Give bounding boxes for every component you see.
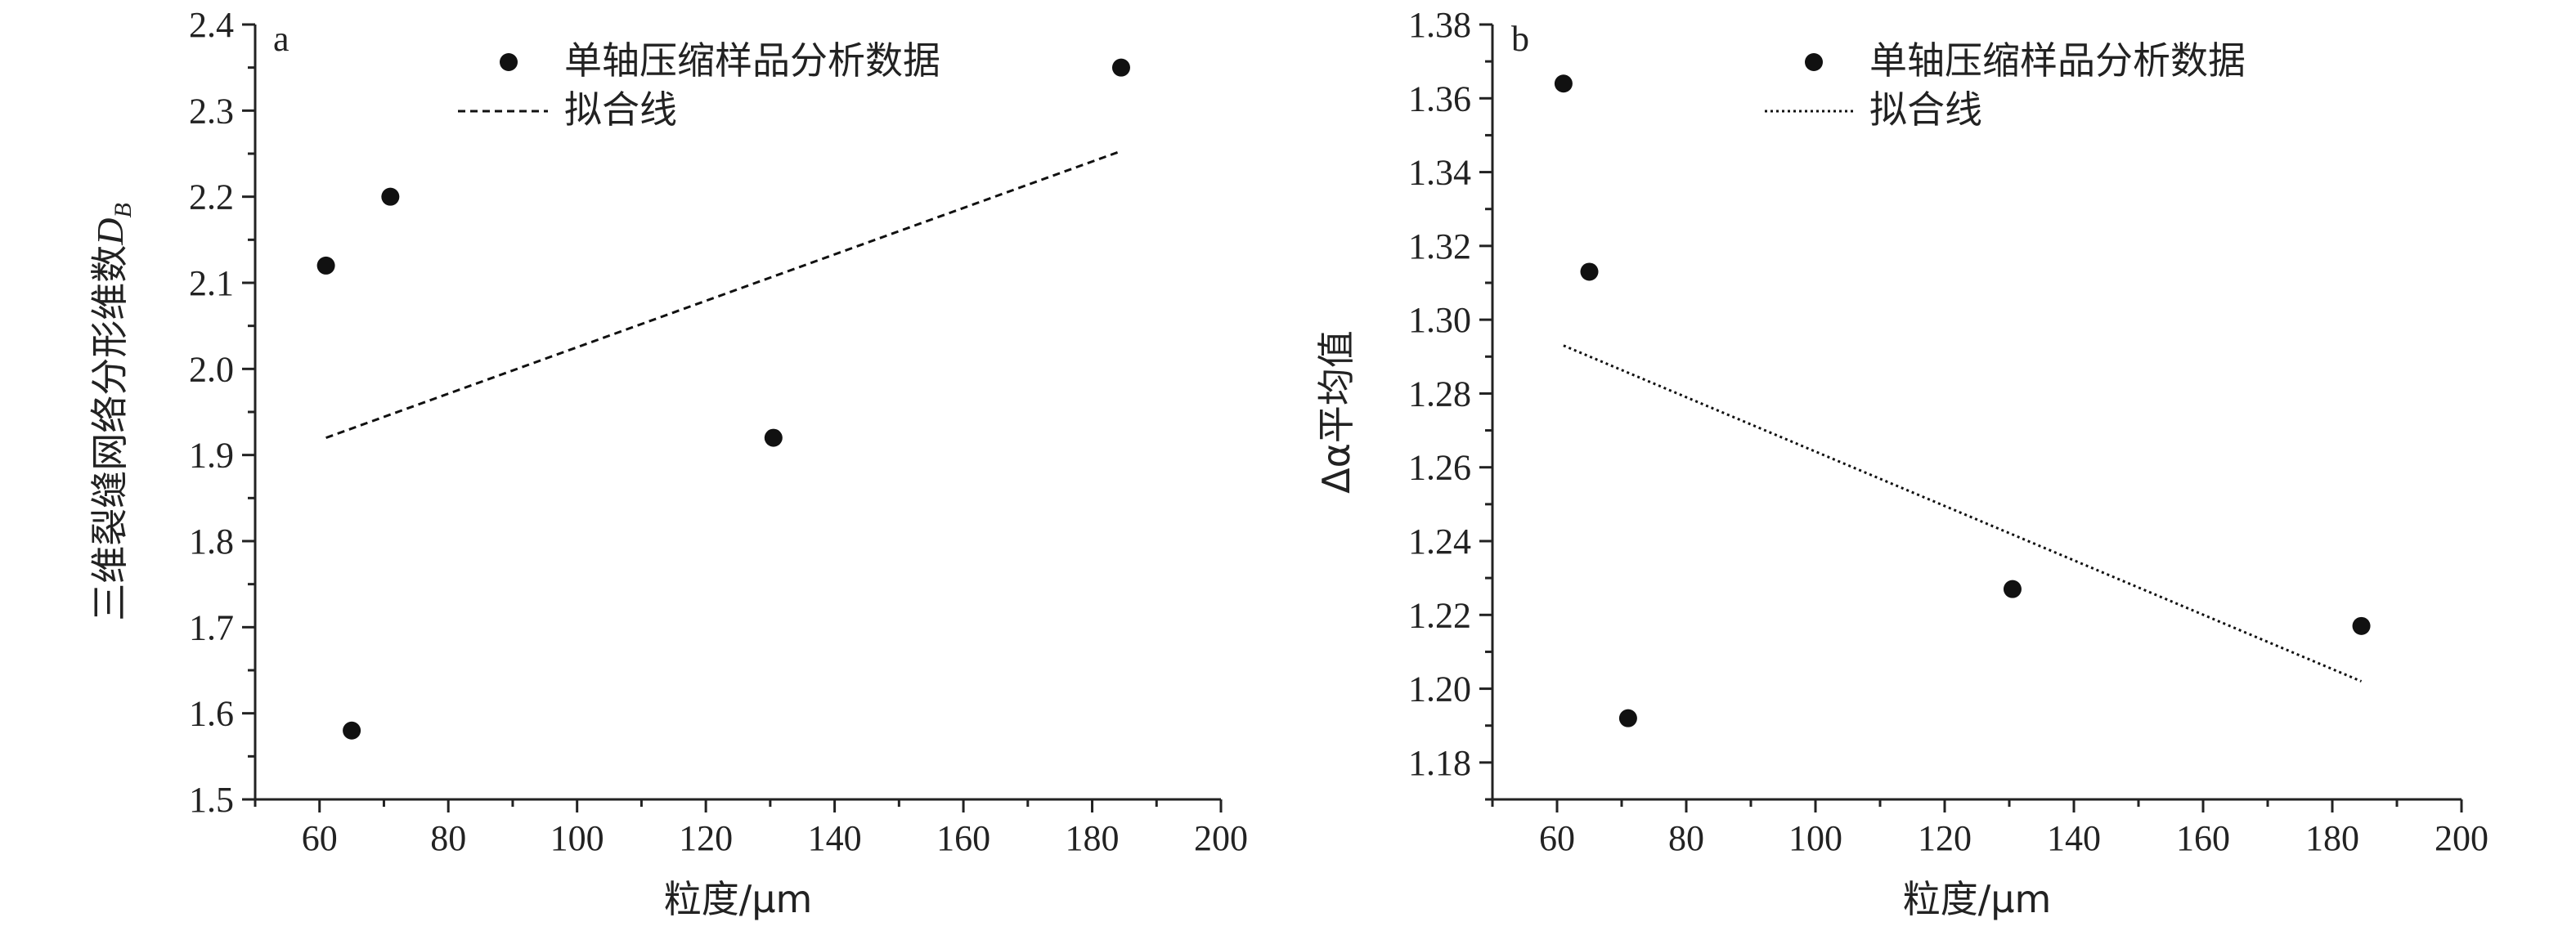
x-tick-label: 120 (1918, 818, 1972, 858)
chart-panel-a: 三维裂缝网络分形维数DB 粒度/μm a 单轴压缩样品分析数据 拟合线 60 80… (88, 5, 1248, 921)
x-tick-label: 120 (679, 818, 733, 858)
y-tick-label: 1.8 (189, 521, 234, 562)
x-axis-title: 粒度/μm (1903, 877, 2052, 921)
legend: 单轴压缩样品分析数据 拟合线 (458, 38, 940, 132)
data-point (316, 256, 335, 275)
y-tick-label: 2.4 (189, 5, 234, 45)
y-tick-label: 1.30 (1408, 300, 1471, 340)
data-point (1554, 74, 1573, 93)
y-tick-label: 1.7 (189, 607, 234, 647)
y-tick-label: 1.22 (1408, 595, 1471, 635)
legend-label-fit-line: 拟合线 (1869, 87, 1982, 132)
x-tick-label: 160 (2176, 818, 2230, 858)
y-axis-title-group: Δα平均值 (1314, 330, 1358, 494)
y-axis-title: 三维裂缝网络分形维数DB (88, 203, 137, 621)
data-point (1111, 58, 1130, 77)
x-axis-title: 粒度/μm (664, 877, 813, 921)
data-point (381, 187, 400, 206)
legend-label-points: 单轴压缩样品分析数据 (564, 38, 940, 83)
data-point (2003, 580, 2022, 598)
fit-line (1563, 344, 2363, 683)
y-tick-label: 1.6 (189, 694, 234, 734)
data-point (2352, 616, 2371, 635)
x-tick-label: 100 (1788, 818, 1842, 858)
y-tick-label: 1.18 (1408, 743, 1471, 783)
y-axis-title-group: 三维裂缝网络分形维数DB (88, 203, 137, 621)
chart-panel-b: Δα平均值 粒度/μm b 单轴压缩样品分析数据 拟合线 60 80 100 120 1… (1314, 5, 2488, 921)
y-tick-label: 1.5 (189, 780, 234, 820)
y-tick-label: 1.20 (1408, 669, 1471, 709)
x-tick-label: 160 (936, 818, 990, 858)
legend: 单轴压缩样品分析数据 拟合线 (1765, 38, 2246, 132)
y-tick-label: 2.0 (189, 349, 234, 389)
x-tick-label: 60 (1539, 818, 1575, 858)
y-tick-label: 2.3 (189, 91, 234, 131)
panel-letter: a (273, 19, 289, 59)
y-axis-title-text: 三维裂缝网络分形维数 (88, 245, 132, 621)
y-axis-title: Δα平均值 (1314, 330, 1358, 494)
y-tick-label: 1.38 (1408, 5, 1471, 45)
y-tick-label: 1.32 (1408, 226, 1471, 266)
y-axis-title-symbol: D (89, 218, 131, 246)
x-tick-label: 80 (1668, 818, 1704, 858)
legend-marker-points (1805, 53, 1823, 71)
x-tick-label: 200 (1194, 818, 1248, 858)
x-tick-label: 200 (2435, 818, 2488, 858)
y-tick-label: 2.1 (189, 263, 234, 303)
panel-letter: b (1511, 19, 1529, 59)
y-tick-label: 1.34 (1408, 153, 1471, 193)
x-tick-label: 80 (430, 818, 466, 858)
x-tick-label: 180 (1066, 818, 1120, 858)
legend-marker-points (500, 53, 518, 71)
y-axis-title-subscript: B (110, 203, 137, 217)
data-point (1618, 709, 1637, 727)
data-point (764, 428, 783, 447)
y-tick-label: 1.26 (1408, 448, 1471, 488)
x-tick-label: 140 (808, 818, 862, 858)
legend-label-fit-line: 拟合线 (564, 87, 677, 132)
x-tick-label: 100 (550, 818, 604, 858)
legend-label-points: 单轴压缩样品分析数据 (1869, 38, 2246, 83)
x-tick-label: 140 (2047, 818, 2101, 858)
y-tick-label: 1.28 (1408, 374, 1471, 414)
y-tick-label: 1.9 (189, 436, 234, 476)
data-point (343, 721, 361, 740)
data-point (1580, 262, 1599, 281)
y-tick-label: 1.36 (1408, 78, 1471, 119)
x-tick-label: 180 (2305, 818, 2359, 858)
x-tick-label: 60 (302, 818, 338, 858)
fit-line (325, 150, 1122, 440)
y-tick-label: 1.24 (1408, 521, 1471, 562)
y-tick-label: 2.2 (189, 177, 234, 217)
